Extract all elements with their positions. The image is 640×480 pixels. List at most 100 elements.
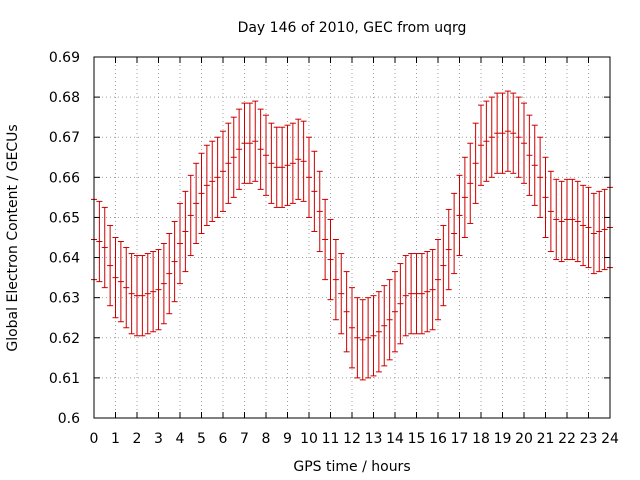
x-tick-label: 16 <box>429 431 447 447</box>
error-bar <box>408 253 415 335</box>
error-bar <box>279 126 286 208</box>
error-bar <box>150 251 157 333</box>
error-bar <box>295 118 302 200</box>
error-bar <box>574 180 581 263</box>
error-bar <box>494 92 501 174</box>
error-bar <box>386 279 393 361</box>
error-bar <box>547 170 554 253</box>
x-tick-label: 2 <box>133 431 142 447</box>
error-bar <box>569 178 576 261</box>
error-bar <box>273 126 280 208</box>
error-bar <box>558 180 565 263</box>
error-bar <box>365 297 372 379</box>
axes: 0 1 2 3 4 5 6 7 8 9 10 11 12 13 14 15 16 17 18 19 20 21 22 23 24… <box>49 50 619 447</box>
error-bar <box>445 208 452 291</box>
error-bar <box>139 255 146 337</box>
error-bar <box>284 124 291 206</box>
error-bar <box>166 232 173 315</box>
error-bar <box>585 186 592 269</box>
error-bar <box>349 287 355 369</box>
error-bar <box>193 162 200 245</box>
x-tick-label: 20 <box>515 431 533 447</box>
x-tick-label: 15 <box>408 431 426 447</box>
error-bar <box>413 253 420 335</box>
error-bar <box>531 124 538 206</box>
x-tick-label: 3 <box>154 431 163 447</box>
error-bar <box>435 239 441 321</box>
x-tick-label: 19 <box>494 431 512 447</box>
error-bar <box>510 92 517 174</box>
error-bar <box>590 192 597 275</box>
error-bar <box>268 122 275 204</box>
y-tick-label: 0.68 <box>49 90 80 106</box>
error-bar <box>472 122 479 204</box>
error-bar <box>209 140 216 222</box>
y-tick-label: 0.63 <box>49 291 80 307</box>
x-tick-label: 11 <box>322 431 340 447</box>
error-bar <box>322 198 329 281</box>
error-bar <box>107 224 114 307</box>
error-bar <box>182 190 189 273</box>
x-tick-label: 18 <box>472 431 490 447</box>
chart-title: Day 146 of 2010, GEC from uqrg <box>238 20 467 36</box>
y-tick-label: 0.69 <box>49 50 80 66</box>
error-bar <box>467 142 474 224</box>
error-bar <box>252 100 259 182</box>
error-bar <box>230 116 237 198</box>
error-bar <box>440 224 447 307</box>
error-bar <box>354 297 361 379</box>
x-tick-label: 0 <box>90 431 99 447</box>
x-tick-label: 5 <box>197 431 206 447</box>
error-bar <box>580 184 587 267</box>
error-bar <box>187 174 194 257</box>
y-tick-label: 0.64 <box>49 251 80 267</box>
error-bar <box>424 251 431 333</box>
error-bar <box>338 253 345 335</box>
y-tick-label: 0.6 <box>58 411 80 427</box>
y-tick-label: 0.67 <box>49 130 80 146</box>
x-tick-label: 6 <box>219 431 228 447</box>
error-bar <box>289 122 296 204</box>
error-bar <box>451 192 458 275</box>
error-bar <box>418 253 425 335</box>
error-bar <box>596 190 603 273</box>
error-bar <box>220 130 226 212</box>
x-tick-label: 14 <box>386 431 404 447</box>
error-bar <box>96 200 103 283</box>
error-bar <box>311 150 318 232</box>
error-bar <box>456 174 463 257</box>
error-bar <box>542 156 549 238</box>
x-tick-label: 12 <box>343 431 361 447</box>
error-bar <box>429 249 436 331</box>
error-bar <box>332 239 339 321</box>
x-tick-label: 24 <box>601 431 619 447</box>
x-tick-label: 22 <box>558 431 576 447</box>
error-bar <box>478 104 484 186</box>
error-bar <box>214 136 221 218</box>
error-bar <box>564 178 570 261</box>
error-bar <box>359 299 366 381</box>
x-tick-label: 8 <box>262 431 271 447</box>
error-bar <box>537 136 544 218</box>
y-axis-label: Global Electron Content / GECUs <box>5 124 21 351</box>
error-bar <box>257 108 264 190</box>
error-bar <box>483 100 490 182</box>
error-bar <box>515 96 522 178</box>
error-bar <box>327 218 334 301</box>
error-bar <box>241 102 248 184</box>
error-bar-series <box>91 90 613 381</box>
error-bar <box>461 156 468 238</box>
y-tick-label: 0.61 <box>49 371 80 387</box>
x-axis-label: GPS time / hours <box>293 459 410 475</box>
x-tick-label: 1 <box>111 431 120 447</box>
error-bar <box>263 114 269 196</box>
error-bar <box>306 136 312 218</box>
error-bar <box>488 96 495 178</box>
error-bar <box>392 271 398 353</box>
x-tick-label: 21 <box>537 431 555 447</box>
error-bar <box>526 114 533 196</box>
x-tick-label: 13 <box>365 431 383 447</box>
error-bar <box>375 291 382 373</box>
y-tick-label: 0.66 <box>49 170 80 186</box>
error-bar <box>553 178 560 261</box>
